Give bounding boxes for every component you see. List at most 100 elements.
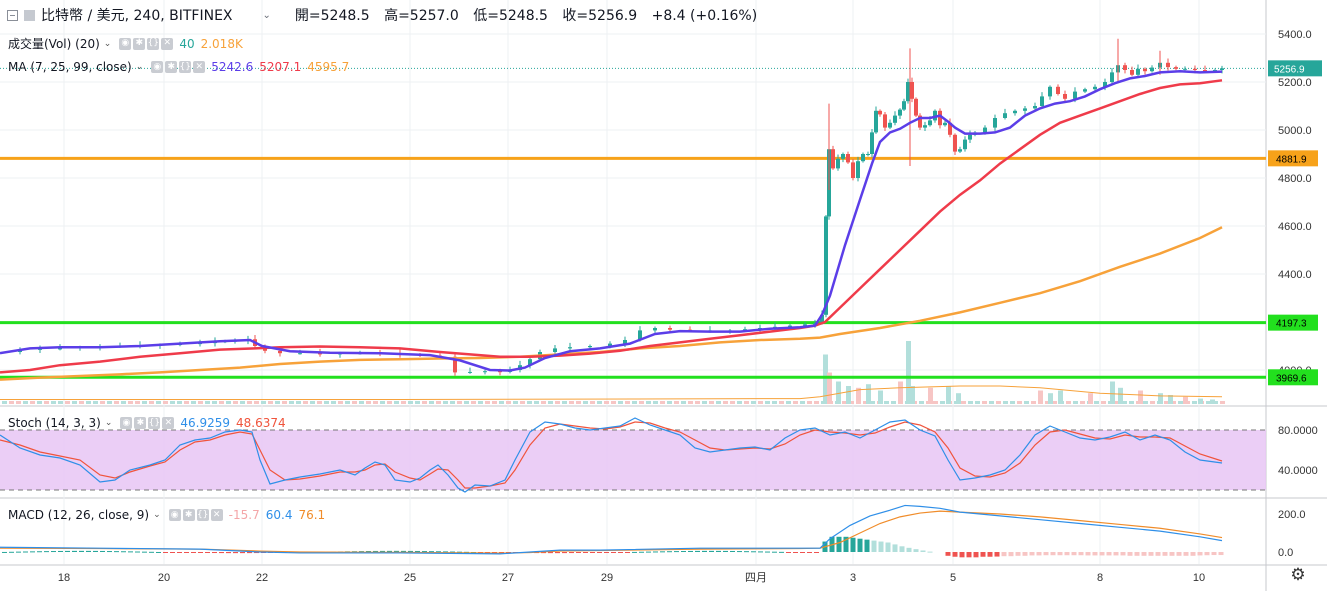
candle-body bbox=[553, 348, 557, 352]
change-value: +8.4 (+0.16%) bbox=[651, 8, 758, 24]
macd-histogram-bar bbox=[751, 551, 756, 553]
candle-body bbox=[1033, 106, 1037, 109]
candle-body bbox=[993, 118, 997, 128]
collapse-icon[interactable] bbox=[7, 9, 18, 21]
candle-body bbox=[963, 139, 967, 150]
macd-histogram-bar bbox=[920, 550, 926, 552]
volume-bar bbox=[464, 401, 469, 404]
volume-label[interactable]: 成交量(Vol) (20) bbox=[8, 37, 100, 51]
macd-histogram-bar bbox=[723, 550, 728, 552]
volume-bar bbox=[184, 401, 189, 404]
candle-body bbox=[958, 149, 962, 152]
eye-icon[interactable]: ◉ bbox=[151, 61, 164, 73]
volume-bar bbox=[849, 401, 854, 404]
volume-bar bbox=[1115, 401, 1120, 404]
macd-histogram-bar bbox=[135, 551, 140, 553]
volume-bar bbox=[163, 401, 168, 404]
chevron-down-icon[interactable]: ⌄ bbox=[262, 9, 271, 21]
close-icon[interactable]: ✕ bbox=[193, 61, 206, 73]
close-icon[interactable]: ✕ bbox=[210, 509, 223, 521]
volume-bar bbox=[611, 401, 616, 404]
volume-bar bbox=[709, 401, 714, 404]
macd-histogram-bar bbox=[709, 550, 714, 552]
chevron-down-icon[interactable]: ⌄ bbox=[104, 418, 113, 428]
close-icon[interactable]: ✕ bbox=[161, 37, 174, 50]
macd-histogram-bar bbox=[380, 550, 385, 552]
macd-histogram-bar bbox=[359, 551, 364, 553]
volume-bar bbox=[639, 401, 644, 404]
volume-bar bbox=[1048, 393, 1053, 404]
x-tick-label: 10 bbox=[1193, 572, 1205, 584]
close-icon[interactable]: ✕ bbox=[162, 417, 175, 429]
volume-bar bbox=[870, 401, 875, 404]
macd-histogram-bar bbox=[800, 552, 805, 553]
macd-histogram-bar bbox=[1036, 552, 1042, 556]
candle-body bbox=[298, 353, 302, 355]
volume-bar bbox=[240, 401, 245, 404]
volume-bar bbox=[191, 401, 196, 404]
macd-histogram-bar bbox=[1099, 552, 1105, 556]
candle-body bbox=[851, 162, 855, 178]
source-icon[interactable]: {} bbox=[148, 417, 161, 429]
eye-icon[interactable]: ◉ bbox=[168, 509, 181, 521]
macd-histogram-bar bbox=[772, 551, 777, 553]
gear-icon[interactable]: ✱ bbox=[133, 37, 146, 50]
gear-icon[interactable]: ✱ bbox=[134, 417, 147, 429]
gear-icon[interactable]: ✱ bbox=[165, 61, 178, 73]
x-tick-label: 8 bbox=[1097, 572, 1103, 584]
macd-tick-label: 0.0 bbox=[1278, 547, 1293, 559]
volume-bar bbox=[1024, 401, 1029, 404]
eye-icon[interactable]: ◉ bbox=[119, 37, 132, 50]
volume-bar bbox=[219, 401, 224, 404]
macd-histogram-bar bbox=[555, 552, 560, 554]
chevron-down-icon[interactable]: ⌄ bbox=[103, 38, 112, 49]
macd-histogram-bar bbox=[618, 552, 623, 553]
candle-body bbox=[910, 82, 914, 99]
chevron-down-icon[interactable]: ⌄ bbox=[135, 62, 144, 72]
volume-bar bbox=[226, 401, 231, 404]
volume-bar bbox=[730, 401, 735, 404]
chevron-down-icon[interactable]: ⌄ bbox=[153, 510, 161, 520]
eye-icon[interactable]: ◉ bbox=[120, 417, 133, 429]
macd-histogram-bar bbox=[899, 546, 905, 552]
candle-body bbox=[58, 348, 62, 350]
macd-histogram-bar bbox=[945, 552, 951, 556]
candle-body bbox=[1123, 65, 1127, 70]
volume-bar bbox=[723, 401, 728, 404]
stoch-label[interactable]: Stoch (14, 3, 3) bbox=[8, 416, 101, 430]
volume-bar bbox=[891, 401, 896, 404]
candle-body bbox=[906, 82, 910, 102]
stoch-d-line bbox=[0, 421, 1223, 489]
ma-label[interactable]: MA (7, 25, 99, close) bbox=[8, 60, 132, 74]
volume-bar bbox=[590, 401, 595, 404]
macd-label[interactable]: MACD (12, 26, close, 9) bbox=[8, 508, 150, 522]
volume-bar bbox=[842, 401, 847, 404]
symbol-title[interactable]: 比特幣 / 美元, 240, BITFINEX bbox=[41, 8, 233, 24]
volume-bar bbox=[520, 401, 525, 404]
macd-histogram-bar bbox=[639, 551, 644, 553]
candle-body bbox=[836, 158, 840, 169]
volume-bar bbox=[1178, 401, 1183, 404]
volume-bar bbox=[1094, 401, 1099, 404]
volume-bar bbox=[275, 401, 280, 404]
source-icon[interactable]: {} bbox=[147, 37, 160, 50]
settings-gear-icon[interactable]: ⚙ bbox=[1290, 565, 1306, 585]
macd-histogram-bar bbox=[191, 552, 196, 553]
macd-histogram-bar bbox=[443, 551, 448, 553]
gear-icon[interactable]: ✱ bbox=[182, 509, 195, 521]
last-price-label: 5256.9 bbox=[1274, 64, 1305, 75]
volume-bar bbox=[1143, 401, 1148, 404]
source-icon[interactable]: {} bbox=[179, 61, 192, 73]
volume-bar bbox=[996, 401, 1001, 404]
volume-bar bbox=[827, 372, 832, 404]
volume-bar bbox=[233, 401, 238, 404]
macd-histogram-bar bbox=[695, 550, 700, 552]
macd-histogram-bar bbox=[51, 551, 56, 553]
volume-bar bbox=[156, 401, 161, 404]
source-icon[interactable]: {} bbox=[196, 509, 209, 521]
macd-histogram-bar bbox=[86, 550, 91, 552]
macd-histogram-bar bbox=[1190, 552, 1196, 556]
candle-body bbox=[1166, 62, 1170, 68]
macd-histogram-bar bbox=[156, 551, 161, 553]
